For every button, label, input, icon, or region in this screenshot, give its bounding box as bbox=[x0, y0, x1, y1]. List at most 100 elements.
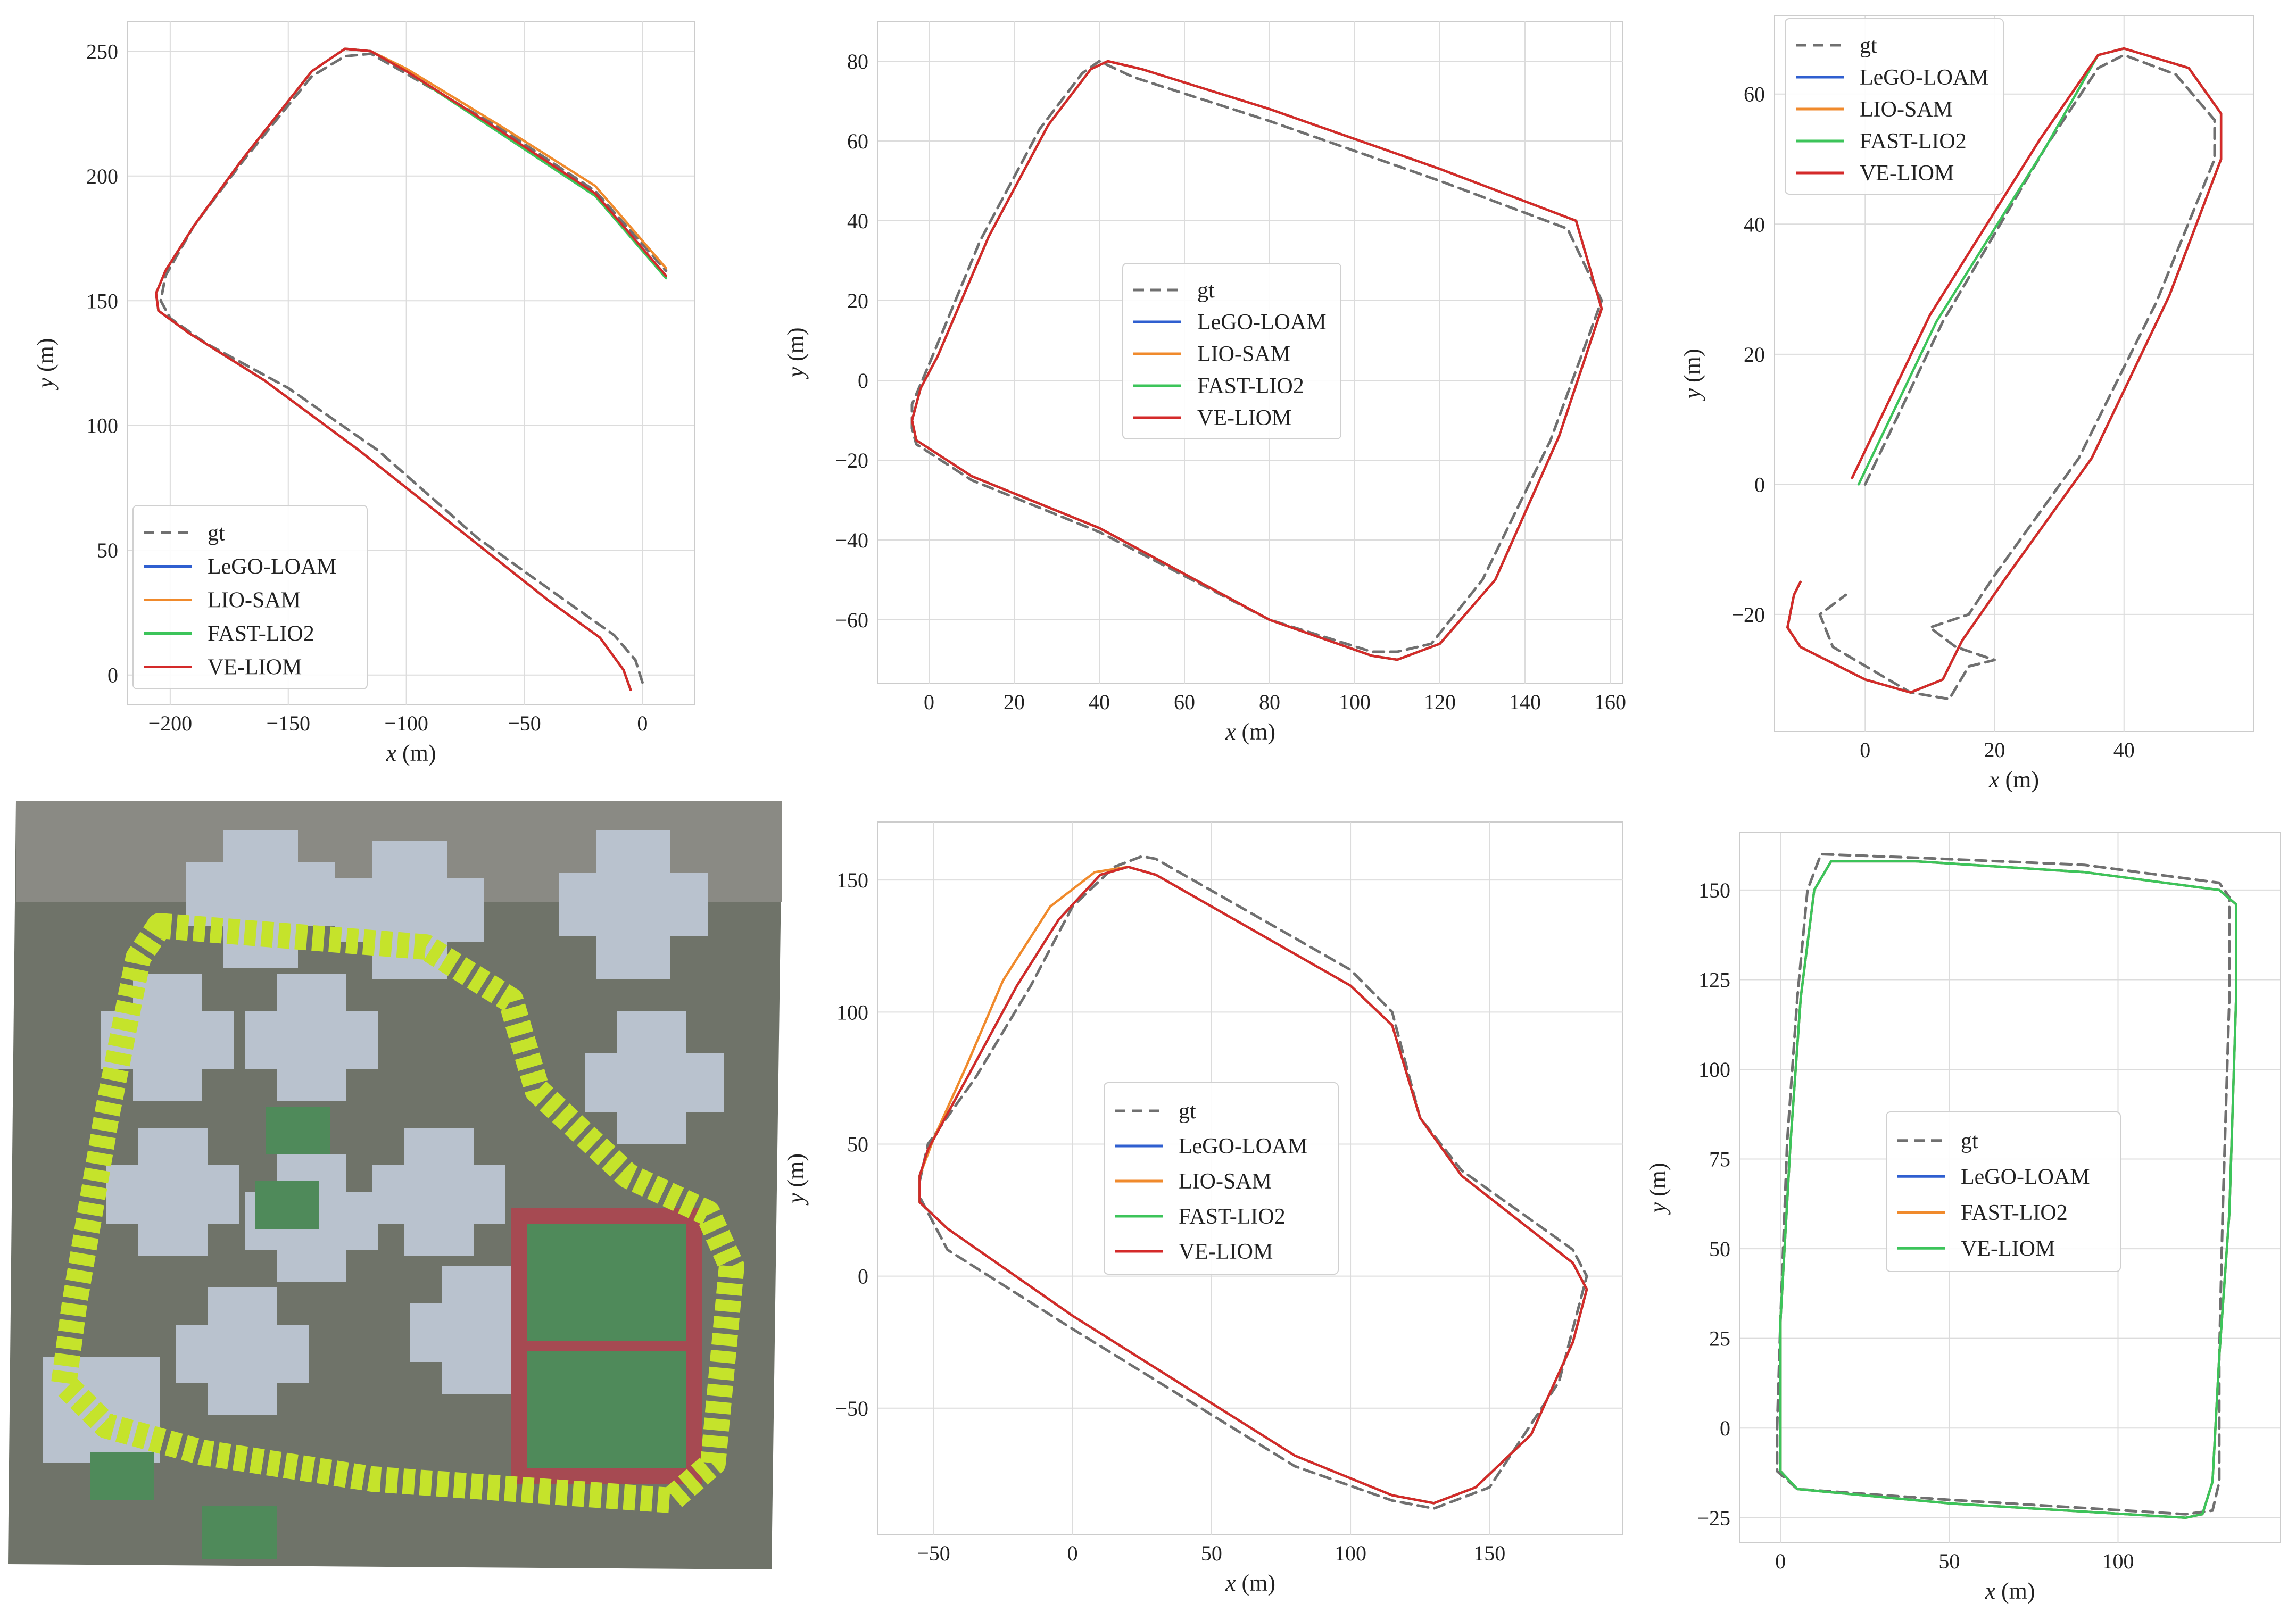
x-tick-label: −50 bbox=[917, 1541, 950, 1565]
legend-label: LeGO-LOAM bbox=[1197, 310, 1327, 335]
y-tick-label: 100 bbox=[86, 414, 118, 438]
x-tick-label: 100 bbox=[1335, 1541, 1366, 1565]
chart-3: 0 20 40 −20 0 20 40 60 x (m) y (m) gt LeGO-LOAM LIO-… bbox=[1679, 15, 2254, 793]
legend: gt LeGO-LOAM FAST-LIO2 VE-LIOM bbox=[1886, 1111, 2121, 1272]
series-line-ve-liom bbox=[910, 60, 1603, 661]
legend: gt LeGO-LOAM LIO-SAM FAST-LIO2 VE-LIOM bbox=[1122, 263, 1341, 439]
series-line-ve-liom bbox=[1779, 860, 2237, 1519]
legend-label: VE-LIOM bbox=[1860, 161, 1954, 186]
y-tick-label: 0 bbox=[858, 369, 868, 393]
x-axis-label: x (m) bbox=[385, 740, 436, 766]
y-tick-label: 20 bbox=[847, 289, 868, 313]
x-tick-label: −100 bbox=[384, 711, 428, 735]
x-tick-label: 60 bbox=[1174, 690, 1195, 714]
y-tick-label: 200 bbox=[86, 164, 118, 188]
x-tick-label: −150 bbox=[266, 711, 310, 735]
y-tick-label: 250 bbox=[86, 39, 118, 63]
legend-label: gt bbox=[1197, 278, 1215, 303]
legend-box bbox=[132, 505, 368, 689]
legend-label: LeGO-LOAM bbox=[1961, 1165, 2090, 1189]
legend-label: LIO-SAM bbox=[1197, 342, 1290, 367]
y-tick-label: 150 bbox=[86, 289, 118, 313]
y-tick-label: −40 bbox=[835, 528, 868, 552]
y-tick-label: 80 bbox=[847, 49, 868, 73]
y-tick-label: 100 bbox=[836, 1000, 868, 1024]
legend-label: LeGO-LOAM bbox=[1860, 65, 1989, 90]
y-tick-label: 50 bbox=[1709, 1237, 1730, 1261]
y-axis-label: y (m) bbox=[1645, 1162, 1671, 1215]
legend-label: VE-LIOM bbox=[1961, 1236, 2055, 1261]
legend-label: FAST-LIO2 bbox=[1961, 1201, 2068, 1225]
x-tick-label: −200 bbox=[148, 711, 193, 735]
x-axis-label: x (m) bbox=[1984, 1578, 2035, 1604]
y-tick-label: −50 bbox=[835, 1397, 868, 1420]
y-tick-label: −60 bbox=[835, 608, 868, 632]
x-tick-label: 80 bbox=[1259, 690, 1280, 714]
x-tick-label: 100 bbox=[1339, 690, 1371, 714]
legend-label: VE-LIOM bbox=[208, 655, 302, 680]
x-axis-label: x (m) bbox=[1988, 767, 2039, 793]
series-line-gt bbox=[1818, 53, 2216, 701]
chart-4: −50 0 50 100 150 −50 0 50 100 150 x (m) y (m) gt LeGO… bbox=[783, 821, 1623, 1596]
y-tick-label: 50 bbox=[97, 538, 118, 562]
legend-label: gt bbox=[1961, 1129, 1978, 1153]
y-tick-label: 75 bbox=[1709, 1148, 1730, 1172]
x-tick-label: 160 bbox=[1594, 690, 1626, 714]
x-tick-label: 20 bbox=[1984, 738, 2005, 762]
legend-box bbox=[1785, 18, 2004, 195]
y-tick-label: 125 bbox=[1698, 968, 1730, 992]
legend-label: VE-LIOM bbox=[1179, 1240, 1273, 1264]
chart-2: 0 20 40 60 80 100 120 140 160 −60 −40 −20 0 20 40 60 80 x… bbox=[783, 21, 1626, 745]
legend-label: FAST-LIO2 bbox=[1197, 374, 1304, 398]
y-tick-label: 40 bbox=[847, 209, 868, 233]
y-axis-label: y (m) bbox=[783, 1153, 809, 1206]
x-tick-label: 140 bbox=[1509, 690, 1541, 714]
y-tick-label: 60 bbox=[1744, 82, 1765, 106]
legend-box bbox=[1122, 263, 1341, 439]
y-tick-label: 50 bbox=[847, 1132, 868, 1156]
x-tick-label: 50 bbox=[1938, 1549, 1960, 1573]
y-tick-label: 0 bbox=[1720, 1416, 1730, 1440]
legend-label: FAST-LIO2 bbox=[1179, 1204, 1286, 1229]
x-tick-label: 0 bbox=[1860, 738, 1870, 762]
y-tick-label: 150 bbox=[836, 868, 868, 892]
y-axis-label: y (m) bbox=[32, 338, 59, 390]
x-tick-label: 0 bbox=[1775, 1549, 1786, 1573]
x-tick-label: 20 bbox=[1004, 690, 1025, 714]
y-tick-label: 100 bbox=[1698, 1058, 1730, 1082]
x-tick-label: 0 bbox=[924, 690, 934, 714]
x-tick-label: 40 bbox=[1089, 690, 1110, 714]
x-tick-label: 120 bbox=[1424, 690, 1456, 714]
y-tick-label: 25 bbox=[1709, 1327, 1730, 1351]
chart-5: 0 50 100 −25 0 25 50 75 100 125 150 x (m) y (m) gt LeG… bbox=[1645, 832, 2281, 1604]
y-tick-label: 0 bbox=[1754, 472, 1765, 496]
chart-1: −200 −150 −100 −50 0 0 50 100 150 200 250 x (m) y (m… bbox=[32, 21, 695, 766]
legend-label: FAST-LIO2 bbox=[208, 622, 314, 646]
legend-label: LeGO-LOAM bbox=[208, 555, 337, 579]
legend-label: LeGO-LOAM bbox=[1179, 1134, 1308, 1159]
series-line-gt bbox=[1776, 853, 2231, 1516]
legend: gt LeGO-LOAM LIO-SAM FAST-LIO2 VE-LIOM bbox=[1785, 18, 2004, 195]
legend: gt LeGO-LOAM LIO-SAM FAST-LIO2 VE-LIOM bbox=[132, 505, 368, 689]
x-tick-label: 0 bbox=[1067, 1541, 1078, 1565]
legend: gt LeGO-LOAM LIO-SAM FAST-LIO2 VE-LIOM bbox=[1104, 1082, 1339, 1275]
legend-label: LIO-SAM bbox=[208, 588, 301, 613]
x-tick-label: 150 bbox=[1473, 1541, 1505, 1565]
y-tick-label: 0 bbox=[858, 1265, 868, 1289]
legend-label: LIO-SAM bbox=[1179, 1169, 1272, 1194]
legend-label: gt bbox=[1179, 1099, 1196, 1124]
y-tick-label: 0 bbox=[107, 663, 118, 687]
legend-label: gt bbox=[208, 521, 225, 546]
y-tick-label: −25 bbox=[1697, 1506, 1730, 1530]
series-line-gt bbox=[159, 52, 668, 684]
series-line-gt bbox=[918, 855, 1588, 1510]
x-tick-label: 50 bbox=[1201, 1541, 1222, 1565]
series-line-gt bbox=[910, 60, 1603, 653]
legend-box bbox=[1104, 1082, 1339, 1275]
y-tick-label: 40 bbox=[1744, 212, 1765, 236]
y-tick-label: 150 bbox=[1698, 878, 1730, 902]
x-tick-label: 40 bbox=[2113, 738, 2135, 762]
legend-label: FAST-LIO2 bbox=[1860, 129, 1967, 154]
x-axis-label: x (m) bbox=[1225, 1570, 1275, 1596]
